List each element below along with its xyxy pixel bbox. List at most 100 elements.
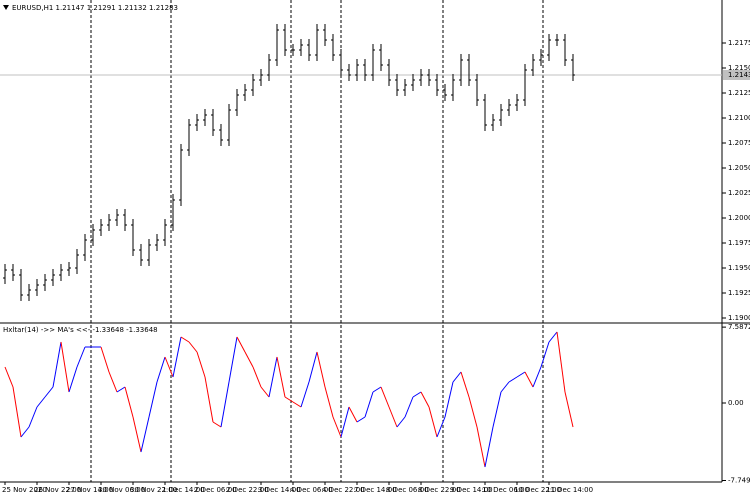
y-tick-label: -7.74958 [728, 476, 750, 484]
x-tick-label: 10 Dec 06:00 [482, 486, 529, 494]
indicator-segment [508, 376, 518, 383]
y-tick-label: 1.21750 [728, 39, 750, 47]
indicator-segment [308, 351, 318, 383]
indicator-segment [420, 391, 430, 408]
x-tick-label: 27 Nov 14:00 [66, 486, 113, 494]
indicator-segment [180, 336, 190, 343]
indicator-segment [468, 396, 478, 428]
indicator-segment [476, 426, 486, 468]
x-tick-label: 1 Dec 14:00 [162, 486, 205, 494]
indicator-segment [12, 386, 22, 438]
current-price-label: 1.21430 [728, 71, 750, 79]
x-tick-label: 2 Dec 06:00 [194, 486, 237, 494]
indicator-segment [124, 386, 134, 418]
indicator-segment [316, 351, 326, 388]
indicator-segment [332, 416, 342, 438]
y-tick-label: 1.19000 [728, 314, 750, 322]
indicator-segment [236, 336, 246, 353]
y-tick-label: 1.19500 [728, 264, 750, 272]
indicator-segment [428, 406, 438, 438]
indicator-segment [140, 416, 150, 453]
y-tick-label: 1.19750 [728, 239, 750, 247]
indicator-segment [492, 391, 502, 428]
indicator-segment [500, 381, 510, 393]
indicator-segment [548, 331, 558, 343]
indicator-segment [364, 391, 374, 418]
indicator-segment [116, 386, 126, 393]
indicator-segment [380, 386, 390, 408]
indicator-segment [164, 356, 174, 378]
indicator-segment [20, 426, 30, 438]
indicator-segment [228, 336, 238, 383]
x-tick-label: 4 Dec 06:00 [290, 486, 333, 494]
indicator-segment [372, 386, 382, 393]
x-tick-label: 11 Dec 14:00 [546, 486, 593, 494]
indicator-segment [276, 356, 286, 398]
indicator-segment [148, 381, 158, 418]
indicator-segment [220, 381, 230, 428]
y-tick-label: 1.20500 [728, 164, 750, 172]
x-tick-label: 25 Nov 2020 [2, 486, 47, 494]
y-tick-label: 7.58721 [728, 323, 750, 331]
x-tick-label: 4 Dec 22:00 [322, 486, 365, 494]
indicator-header: Hxltar(14) ->> MA's <<- -1.33648 -1.3364… [3, 326, 158, 334]
x-tick-label: 26 Nov 22:00 [34, 486, 81, 494]
indicator-segment [484, 426, 494, 468]
indicator-segment [36, 396, 46, 408]
indicator-segment [524, 371, 534, 388]
indicator-segment [52, 341, 62, 388]
indicator-segment [300, 381, 310, 408]
indicator-segment [204, 376, 214, 423]
indicator-segment [252, 366, 262, 388]
indicator-segment [60, 341, 70, 393]
indicator-segment [412, 391, 422, 398]
indicator-segment [268, 356, 278, 398]
indicator-segment [516, 371, 526, 378]
indicator-segment [100, 346, 110, 373]
x-tick-label: 10 Dec 22:00 [514, 486, 561, 494]
indicator-segment [28, 406, 38, 428]
x-tick-label: 2 Dec 22:00 [226, 486, 269, 494]
indicator-segment [340, 406, 350, 438]
indicator-segment [76, 346, 86, 368]
indicator-segment [540, 341, 550, 368]
chart-header: EURUSD,H1 1.21147 1.21291 1.21132 1.2128… [12, 4, 178, 12]
y-tick-label: 1.21500 [728, 64, 750, 72]
indicator-segment [532, 366, 542, 388]
indicator-segment [324, 386, 334, 418]
indicator-segment [564, 391, 574, 428]
indicator-segment [132, 416, 142, 453]
indicator-segment [4, 366, 14, 388]
y-tick-label: 1.20250 [728, 189, 750, 197]
indicator-segment [108, 371, 118, 393]
y-tick-label: 1.20750 [728, 139, 750, 147]
y-tick-label: 1.19250 [728, 289, 750, 297]
indicator-segment [292, 401, 302, 408]
x-tick-label: 9 Dec 14:00 [450, 486, 493, 494]
indicator-segment [284, 396, 294, 403]
indicator-segment [68, 366, 78, 393]
indicator-segment [260, 386, 270, 398]
indicator-segment [404, 396, 414, 418]
x-tick-label: 30 Nov 06:00 [98, 486, 145, 494]
indicator-segment [212, 421, 222, 428]
indicator-segment [348, 406, 358, 423]
y-tick-label: 1.21250 [728, 89, 750, 97]
indicator-segment [396, 416, 406, 428]
header-icon [3, 5, 9, 10]
x-tick-label: 8 Dec 06:00 [386, 486, 429, 494]
indicator-segment [172, 336, 182, 378]
indicator-segment [436, 416, 446, 438]
x-tick-label: 7 Dec 14:00 [354, 486, 397, 494]
x-tick-label: 30 Nov 22:00 [130, 486, 177, 494]
indicator-segment [44, 386, 54, 398]
indicator-segment [388, 406, 398, 428]
indicator-segment [156, 356, 166, 383]
y-tick-label: 1.21000 [728, 114, 750, 122]
indicator-segment [356, 416, 366, 423]
x-tick-label: 8 Dec 22:00 [418, 486, 461, 494]
indicator-segment [556, 331, 566, 393]
period-separators [90, 0, 544, 482]
